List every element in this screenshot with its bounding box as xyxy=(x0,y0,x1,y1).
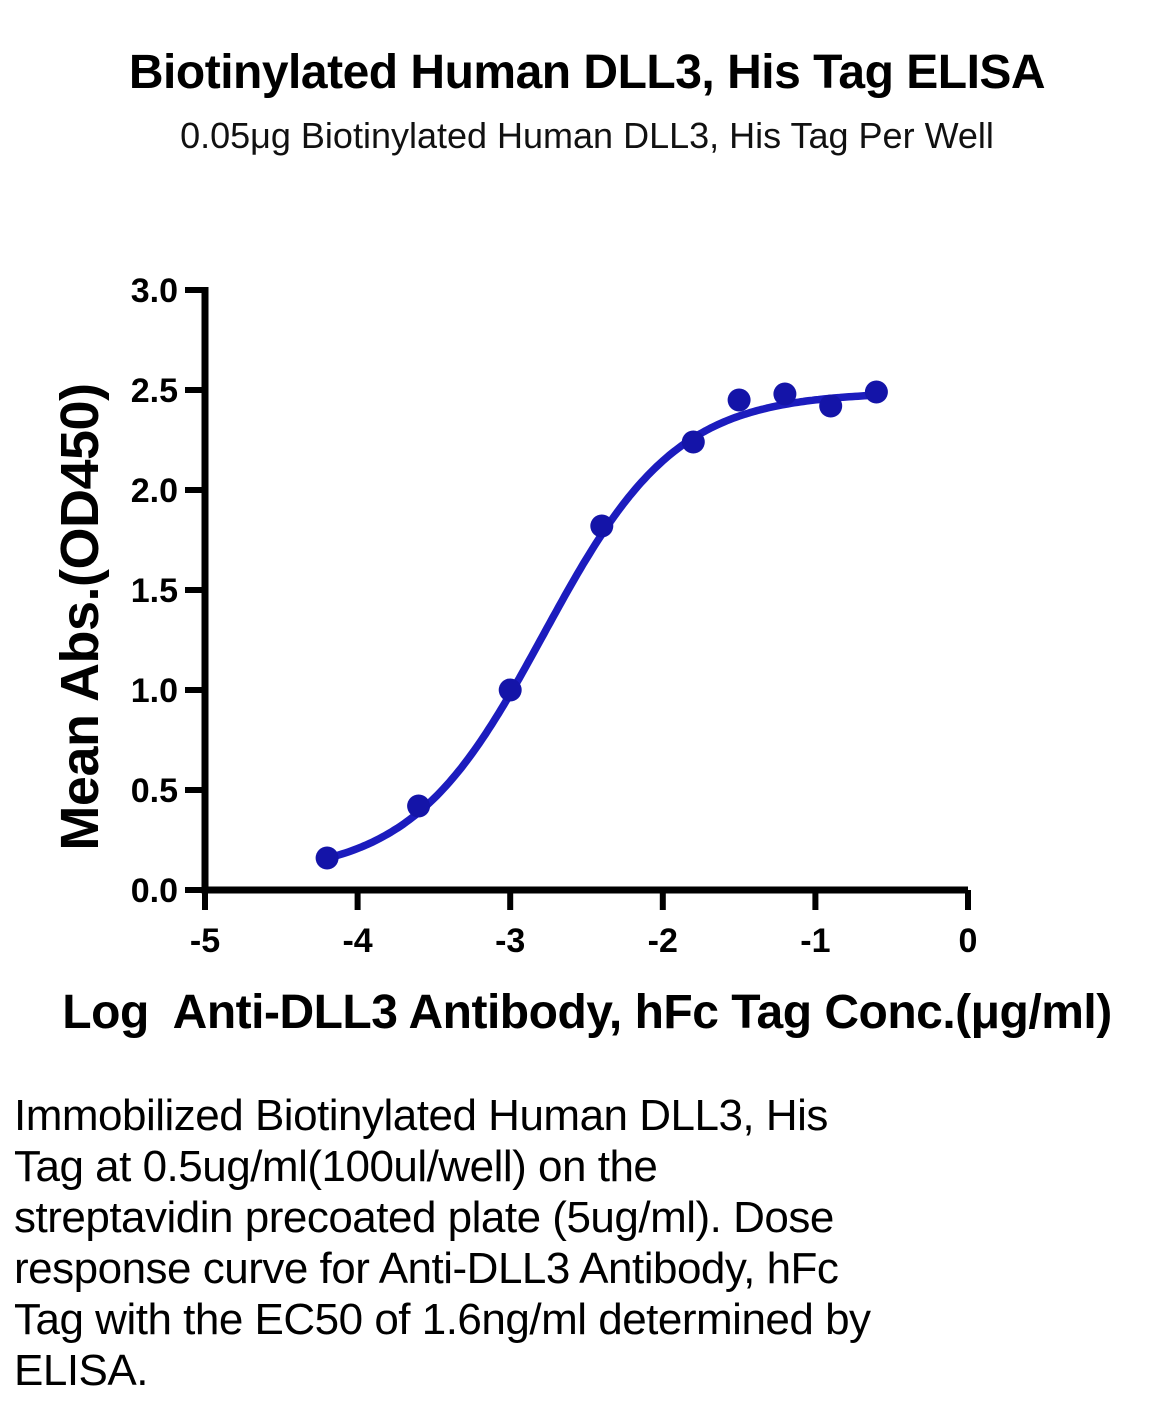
caption-line: Immobilized Biotinylated Human DLL3, His xyxy=(14,1091,828,1140)
data-point xyxy=(681,430,705,454)
y-tick-label: 1.5 xyxy=(131,572,178,610)
y-tick-label: 0.0 xyxy=(131,872,178,910)
data-point xyxy=(773,382,797,406)
y-tick-label: 1.0 xyxy=(131,672,178,710)
x-tick-label: 0 xyxy=(959,922,978,960)
data-point xyxy=(819,394,843,418)
x-tick-label: -1 xyxy=(800,922,830,960)
data-point xyxy=(864,380,888,404)
figure-caption: Immobilized Biotinylated Human DLL3, His… xyxy=(14,1090,1074,1396)
data-point xyxy=(407,794,431,818)
data-point xyxy=(498,678,522,702)
chart-subtitle: 0.05μg Biotinylated Human DLL3, His Tag … xyxy=(180,115,994,156)
caption-line: ELISA. xyxy=(14,1346,148,1395)
caption-line: Tag at 0.5ug/ml(100ul/well) on the xyxy=(14,1142,658,1191)
y-tick-label: 0.5 xyxy=(131,772,178,810)
y-tick-label: 2.5 xyxy=(131,372,178,410)
x-tick-label: -2 xyxy=(648,922,678,960)
chart-title: Biotinylated Human DLL3, His Tag ELISA xyxy=(128,46,1046,99)
caption-line: Tag with the EC50 of 1.6ng/ml determined… xyxy=(14,1295,871,1344)
data-point xyxy=(315,846,339,870)
fit-curve xyxy=(323,391,881,863)
caption-line: streptavidin precoated plate (5ug/ml). D… xyxy=(14,1193,834,1242)
x-tick-label: -5 xyxy=(190,922,220,960)
x-tick-label: -3 xyxy=(495,922,525,960)
data-point xyxy=(727,388,751,412)
x-tick-label: -4 xyxy=(342,922,372,960)
caption-line: response curve for Anti-DLL3 Antibody, h… xyxy=(14,1244,839,1293)
data-point xyxy=(590,514,614,538)
y-tick-label: 2.0 xyxy=(131,472,178,510)
y-axis-title: Mean Abs.(OD450) xyxy=(50,383,110,850)
x-axis-title: Log Anti-DLL3 Antibody, hFc Tag Conc.(μg… xyxy=(62,986,1111,1039)
y-tick-label: 3.0 xyxy=(131,272,178,310)
